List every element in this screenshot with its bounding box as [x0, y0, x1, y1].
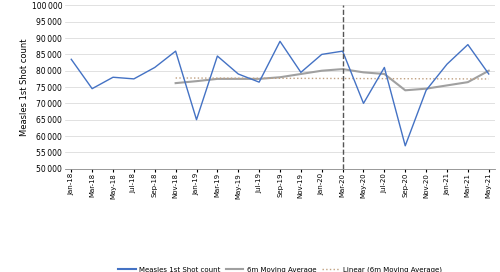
- Legend: Measles 1st Shot count, 6m Moving Average, Linear (6m Moving Average): Measles 1st Shot count, 6m Moving Averag…: [116, 264, 444, 272]
- Y-axis label: Measles 1st Shot count: Measles 1st Shot count: [20, 38, 29, 136]
